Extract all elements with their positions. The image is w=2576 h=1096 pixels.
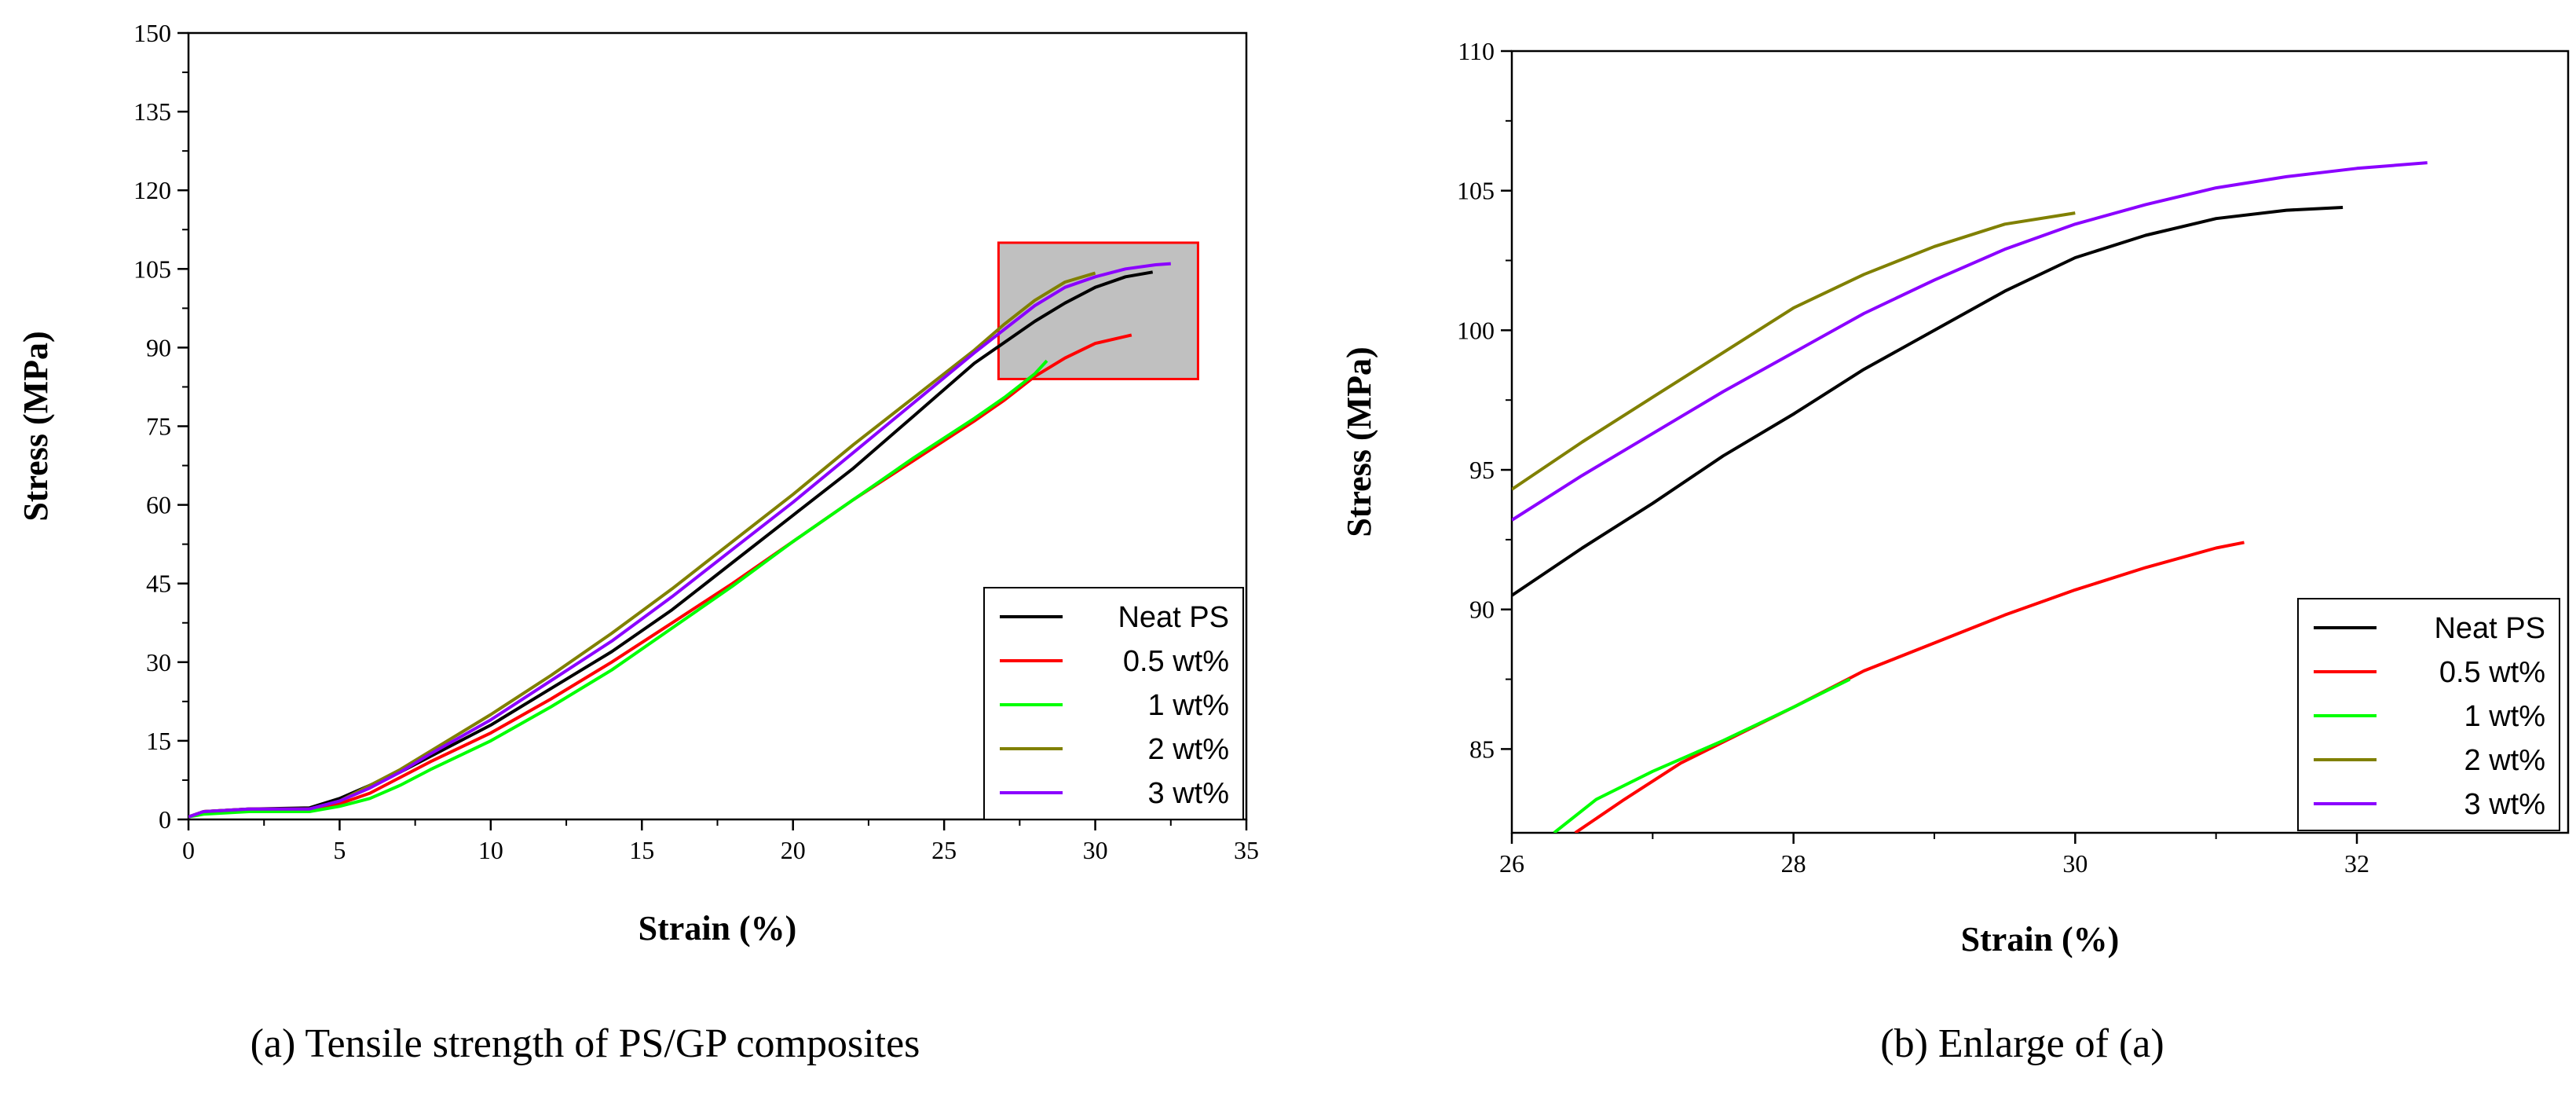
- b-y-axis-title: Stress (MPa): [1340, 346, 1378, 537]
- a-y-tick-label: 105: [134, 255, 171, 283]
- b-y-tick-label: 85: [1469, 735, 1495, 763]
- a-y-tick-label: 120: [134, 176, 171, 204]
- a-x-tick-label: 15: [629, 836, 654, 864]
- a-x-tick-label: 5: [333, 836, 346, 864]
- a-y-tick-label: 30: [146, 648, 171, 676]
- b-series-line-0-5-wt-: [1574, 541, 2245, 833]
- b-series-line-3-wt-: [1512, 161, 2428, 522]
- b-series-line-neat-ps: [1512, 206, 2344, 597]
- a-y-axis-title: Stress (MPa): [16, 331, 55, 521]
- a-y-tick-label: 45: [146, 570, 171, 598]
- a-series-line-2-wt-: [188, 271, 1096, 819]
- a-x-tick-label: 30: [1083, 836, 1108, 864]
- chart-panel-a: 0 5 10 15 20 25 30 35 0 15 30 45 60 75 90 105 120 135 150 S…: [16, 19, 1259, 948]
- b-x-tick-label: 30: [2062, 849, 2088, 878]
- a-legend-label: 2 wt%: [1148, 733, 1229, 766]
- b-series-line-1-wt-: [1553, 677, 1851, 833]
- a-series-line-neat-ps: [188, 270, 1154, 819]
- b-x-axis-title: Strain (%): [1961, 920, 2120, 959]
- b-y-tick-label: 90: [1469, 596, 1495, 624]
- b-y-tick-label: 95: [1469, 456, 1495, 484]
- b-x-tick-label: 32: [2344, 849, 2369, 878]
- a-x-tick-label: 35: [1234, 836, 1259, 864]
- b-y-tick-label: 105: [1457, 177, 1495, 205]
- a-x-tick-label: 25: [931, 836, 957, 864]
- a-series-line-3-wt-: [188, 262, 1171, 819]
- a-series-line-1-wt-: [188, 359, 1048, 819]
- a-legend-label: 3 wt%: [1148, 777, 1229, 810]
- a-legend-label: 1 wt%: [1148, 689, 1229, 722]
- a-x-tick-label: 0: [182, 836, 195, 864]
- b-y-tick-label: 110: [1458, 37, 1495, 65]
- b-x-tick-label: 26: [1499, 849, 1524, 878]
- a-x-tick-label: 20: [781, 836, 806, 864]
- b-legend-label: 1 wt%: [2464, 700, 2545, 733]
- a-legend-label: Neat PS: [1118, 601, 1229, 634]
- b-legend-label: Neat PS: [2434, 612, 2545, 645]
- b-legend-label: 3 wt%: [2464, 788, 2545, 821]
- panel-a-caption: (a) Tensile strength of PS/GP composites: [251, 1021, 920, 1066]
- a-y-tick-label: 135: [134, 97, 171, 126]
- b-legend-label: 2 wt%: [2464, 744, 2545, 777]
- a-x-tick-label: 10: [478, 836, 503, 864]
- b-y-tick-label: 100: [1457, 316, 1495, 344]
- chart-panel-b: 26 28 30 32 85 90 95 100 105 110 Strain (%) Stress …: [1340, 37, 2570, 959]
- a-y-tick-label: 150: [134, 19, 171, 47]
- a-legend-label: 0.5 wt%: [1123, 645, 1229, 678]
- a-y-tick-label: 75: [146, 412, 171, 441]
- a-y-tick-label: 90: [146, 333, 171, 361]
- a-y-tick-label: 0: [159, 805, 171, 834]
- a-x-axis-title: Strain (%): [639, 909, 797, 948]
- panel-b-caption: (b) Enlarge of (a): [1880, 1021, 2164, 1066]
- b-x-tick-label: 28: [1781, 849, 1806, 878]
- b-legend-label: 0.5 wt%: [2439, 656, 2545, 689]
- a-y-tick-label: 15: [146, 727, 171, 755]
- a-y-tick-label: 60: [146, 491, 171, 519]
- b-plot-frame: [1510, 49, 2570, 834]
- b-series-line-2-wt-: [1512, 211, 2076, 491]
